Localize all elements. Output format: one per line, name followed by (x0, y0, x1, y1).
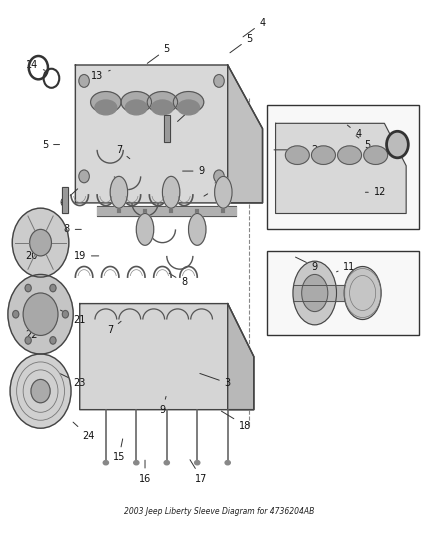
Ellipse shape (121, 92, 152, 113)
Ellipse shape (152, 100, 173, 115)
Ellipse shape (178, 100, 199, 115)
Text: 18: 18 (221, 411, 251, 431)
Text: 17: 17 (190, 460, 208, 483)
Text: 5: 5 (356, 136, 370, 150)
Text: 7: 7 (116, 145, 130, 159)
Circle shape (25, 284, 31, 292)
Polygon shape (228, 65, 262, 203)
Ellipse shape (286, 146, 309, 165)
Text: 3: 3 (200, 374, 231, 388)
Ellipse shape (162, 176, 180, 208)
Circle shape (214, 75, 224, 87)
Text: 2003 Jeep Liberty Sleeve Diagram for 4736204AB: 2003 Jeep Liberty Sleeve Diagram for 473… (124, 507, 314, 516)
Ellipse shape (293, 261, 336, 325)
Ellipse shape (91, 92, 121, 113)
Text: 5: 5 (147, 44, 170, 63)
Bar (164, 115, 170, 142)
Polygon shape (75, 65, 262, 203)
Ellipse shape (125, 100, 147, 115)
Circle shape (23, 293, 58, 335)
Polygon shape (228, 304, 254, 410)
Text: 12: 12 (365, 187, 386, 197)
Circle shape (387, 131, 408, 158)
Text: 4: 4 (347, 125, 361, 139)
Circle shape (30, 229, 51, 256)
Circle shape (214, 170, 224, 183)
Circle shape (25, 337, 31, 344)
Ellipse shape (134, 461, 139, 465)
Circle shape (31, 379, 50, 403)
Circle shape (8, 274, 73, 354)
Ellipse shape (136, 214, 154, 245)
Text: 6: 6 (59, 189, 78, 208)
Bar (164, 115, 170, 142)
Text: 9: 9 (159, 397, 166, 415)
Circle shape (79, 170, 89, 183)
Text: 20: 20 (26, 242, 43, 261)
Circle shape (12, 208, 69, 277)
Text: 8: 8 (169, 273, 187, 287)
Text: 24: 24 (73, 422, 95, 441)
Text: 23: 23 (60, 374, 86, 388)
Ellipse shape (103, 461, 109, 465)
Circle shape (13, 311, 19, 318)
Ellipse shape (302, 274, 328, 312)
Circle shape (62, 311, 68, 318)
Ellipse shape (95, 100, 117, 115)
Circle shape (50, 337, 56, 344)
Circle shape (10, 354, 71, 428)
Ellipse shape (311, 146, 336, 165)
Text: 5: 5 (42, 140, 60, 150)
Ellipse shape (110, 176, 127, 208)
Text: 16: 16 (139, 460, 151, 483)
Text: 11: 11 (336, 262, 356, 272)
Ellipse shape (188, 214, 206, 245)
Text: 19: 19 (74, 251, 99, 261)
Polygon shape (80, 304, 254, 410)
Text: 9: 9 (296, 257, 318, 271)
Text: 10: 10 (311, 282, 329, 298)
Text: 26: 26 (204, 182, 225, 196)
Bar (62, 187, 68, 214)
Ellipse shape (344, 266, 381, 319)
Ellipse shape (364, 146, 388, 165)
Ellipse shape (173, 92, 204, 113)
Ellipse shape (225, 461, 230, 465)
Text: 21: 21 (60, 310, 86, 325)
Text: 9: 9 (183, 166, 205, 176)
Text: 7: 7 (107, 321, 121, 335)
Text: 22: 22 (25, 322, 43, 341)
Ellipse shape (338, 146, 361, 165)
Ellipse shape (164, 461, 170, 465)
Text: 15: 15 (113, 439, 125, 463)
Ellipse shape (215, 176, 232, 208)
Text: 4: 4 (243, 18, 265, 37)
Text: 5: 5 (230, 34, 253, 53)
Text: 14: 14 (26, 60, 45, 70)
Text: 6: 6 (177, 102, 196, 122)
Polygon shape (276, 123, 406, 214)
Circle shape (79, 75, 89, 87)
Ellipse shape (147, 92, 178, 113)
FancyBboxPatch shape (267, 251, 419, 335)
Bar (62, 187, 68, 214)
Text: 8: 8 (64, 224, 81, 235)
FancyBboxPatch shape (267, 105, 419, 229)
Text: 13: 13 (91, 70, 110, 80)
Text: 2: 2 (274, 145, 318, 155)
Text: 2: 2 (134, 93, 170, 112)
Circle shape (50, 284, 56, 292)
Ellipse shape (194, 461, 200, 465)
